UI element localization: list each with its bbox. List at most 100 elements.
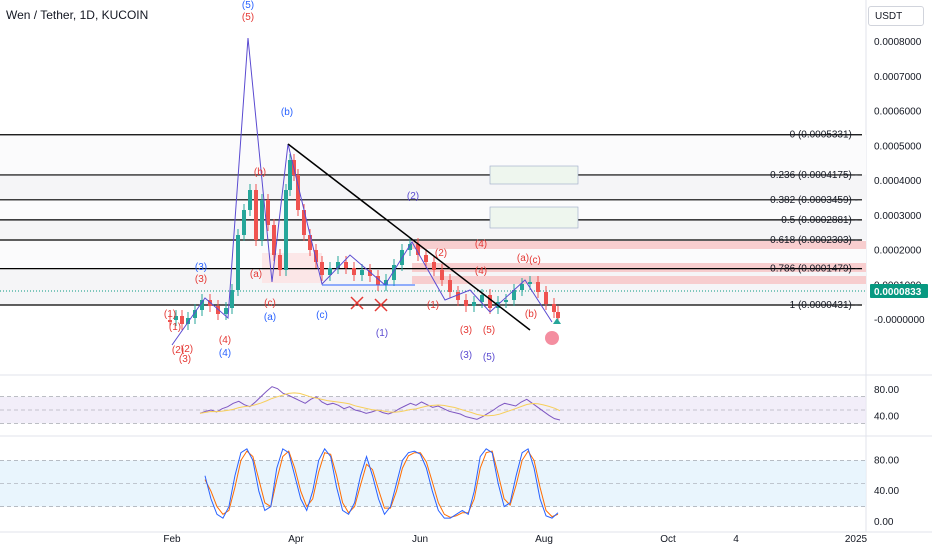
stoch-d-line — [204, 450, 559, 518]
wave-label: (b) — [254, 167, 266, 178]
candle-body — [536, 282, 540, 292]
fib-zone — [0, 268, 866, 306]
wave-label: (5) — [483, 352, 495, 363]
candle-body — [254, 190, 258, 240]
time-tick-label: 4 — [733, 534, 739, 545]
wave-label: (3) — [195, 274, 207, 285]
fib-label: 0.5 (0.0002881) - — [781, 215, 858, 226]
wave-label: (3) — [460, 325, 472, 336]
candle-body — [200, 300, 204, 310]
target-circle — [545, 331, 559, 345]
candle-body — [472, 302, 476, 306]
wave-label: (2) — [407, 191, 419, 202]
wave-label: (2) — [181, 344, 193, 355]
wave-label: (3) — [195, 262, 207, 273]
trendline — [287, 143, 531, 331]
wave-label: (a) — [250, 269, 262, 280]
wave-label: (1) — [169, 322, 181, 333]
wave-label: (c) — [529, 255, 541, 266]
wave-label: (c) — [316, 310, 328, 321]
candle-body — [216, 306, 220, 314]
fib-zone — [0, 174, 866, 200]
wave-line — [171, 37, 553, 346]
candle-body — [314, 250, 318, 262]
candle-body — [520, 284, 524, 290]
fib-zone — [0, 219, 866, 240]
candle-body — [186, 318, 190, 324]
candle-body — [456, 292, 460, 300]
rsi-ma-line — [199, 392, 561, 417]
time-tick-label: Jun — [412, 534, 428, 545]
price-tick-label: 0.0008000 — [874, 37, 922, 48]
price-tick-label: 0.0004000 — [874, 176, 922, 187]
projection-box — [489, 165, 579, 185]
stoch-tick-label: 40.00 — [874, 486, 899, 497]
wave-label: (2) — [435, 248, 447, 259]
wave-label: (1) — [164, 309, 176, 320]
wave-label: (3) — [179, 354, 191, 365]
price-tick-label: -0.0000000 — [874, 315, 925, 326]
fib-zone — [0, 199, 866, 220]
stoch-tick-label: 0.00 — [874, 517, 894, 528]
candle-body — [296, 175, 300, 210]
wave-label: (4) — [475, 239, 487, 250]
price-tick-label: 0.0006000 — [874, 107, 922, 118]
currency-selector[interactable]: USDT — [868, 6, 924, 26]
candle-body — [174, 316, 178, 320]
candle-body — [320, 262, 324, 275]
time-tick-label: Feb — [163, 534, 181, 545]
candle-body — [504, 300, 508, 302]
wave-label: (a) — [264, 312, 276, 323]
wave-label: (5) — [483, 325, 495, 336]
candle-body — [556, 312, 560, 318]
candle-body — [360, 270, 364, 275]
candle-body — [288, 160, 292, 190]
wave-label: (3) — [460, 350, 472, 361]
candle-body — [424, 255, 428, 262]
wave-label: (4) — [219, 348, 231, 359]
candle-body — [344, 262, 348, 268]
candle-body — [352, 268, 356, 275]
stoch-k-line — [204, 447, 559, 519]
wave-label: (2) — [172, 345, 184, 356]
candle-body — [488, 295, 492, 308]
fib-label: 0.618 (0.0002303) - — [770, 235, 858, 246]
candle-body — [260, 200, 264, 240]
candle-body — [272, 225, 276, 255]
wave-label: (a) — [517, 253, 529, 264]
fib-label: 0.236 (0.0004175) - — [770, 170, 858, 181]
candle-body — [284, 190, 288, 270]
candle-body — [528, 282, 532, 284]
time-tick-label: Oct — [660, 534, 676, 545]
candle-body — [376, 276, 380, 285]
candle-body — [552, 304, 556, 312]
candle-body — [440, 270, 444, 280]
candle-body — [464, 300, 468, 306]
supply-zone — [412, 241, 866, 249]
candle-body — [480, 295, 484, 302]
wave-label: (4) — [475, 266, 487, 277]
fib-label: 0.786 (0.0001479) - — [770, 264, 858, 275]
x-mark — [350, 296, 364, 310]
supply-zone — [412, 276, 866, 284]
candle-body — [512, 290, 516, 300]
projection-box — [489, 206, 579, 229]
wave-label: (1) — [427, 300, 439, 311]
candle-body — [230, 290, 234, 308]
rsi-tick-label: 40.00 — [874, 412, 899, 423]
stoch-tick-label: 80.00 — [874, 455, 899, 466]
fib-label: 0.382 (0.0003459) - — [770, 195, 858, 206]
wave-label: (b) — [281, 107, 293, 118]
wave-label: (5) — [242, 12, 254, 23]
wave-label: (5) — [242, 0, 254, 11]
candle-body — [392, 265, 396, 280]
last-price-badge — [870, 284, 928, 299]
candle-body — [242, 210, 246, 235]
candle-body — [368, 270, 372, 276]
candle-body — [168, 320, 172, 322]
candle-body — [544, 292, 548, 304]
last-price-label: 0.0000833 — [874, 287, 922, 298]
candle-body — [328, 268, 332, 275]
candle-body — [432, 262, 436, 270]
